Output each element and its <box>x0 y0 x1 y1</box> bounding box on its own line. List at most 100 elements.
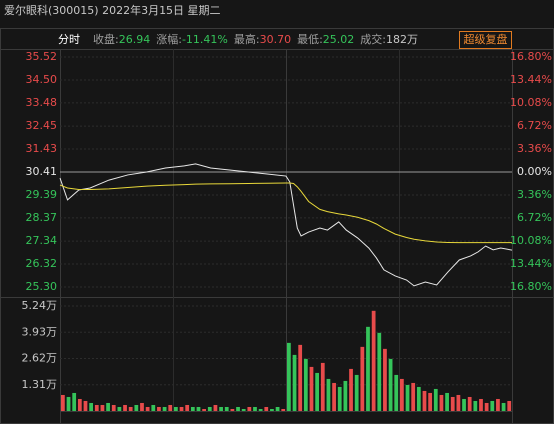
y-tick-label: 25.30 <box>26 280 58 293</box>
volume-bar <box>213 404 218 411</box>
y-tick-label: 3.93万 <box>22 325 58 338</box>
volume-bar <box>111 404 116 411</box>
volume-bar <box>366 326 370 411</box>
volume-bar <box>179 406 184 411</box>
volume-bar <box>320 362 325 411</box>
volume-bar <box>236 406 240 411</box>
volume-bar <box>467 396 472 411</box>
volume-bar <box>117 406 122 411</box>
price-line <box>59 163 513 287</box>
volume-bar <box>270 408 274 411</box>
y-tick-label: 28.37 <box>26 211 58 224</box>
volume-bar <box>484 402 489 411</box>
volume-bar <box>394 374 399 411</box>
volume-bar <box>507 400 512 411</box>
volume-bar <box>298 344 303 411</box>
volume-bar <box>123 404 127 411</box>
volume-bar <box>77 398 82 411</box>
volume-bar <box>287 342 291 411</box>
mode-label: 分时 <box>58 33 80 46</box>
volume-bar <box>422 390 427 411</box>
volume-bar <box>281 408 286 411</box>
volume-bar <box>275 406 280 411</box>
volume-bar <box>479 398 483 411</box>
y-tick-label: 26.32 <box>26 257 58 270</box>
volume-bar <box>405 384 410 411</box>
volume-bar <box>411 382 416 411</box>
volume-bar <box>168 404 173 411</box>
volume-bar <box>258 408 263 411</box>
y2-tick-label: 10.08% <box>510 96 552 109</box>
volume-bar <box>247 406 252 411</box>
y2-tick-label: 13.44% <box>510 73 552 86</box>
stat-label: 成交: <box>360 32 386 46</box>
volume-bar <box>134 404 139 411</box>
volume-bar <box>456 394 461 411</box>
chart-title: 爱尔眼科(300015) 2022年3月15日 星期二 <box>4 3 221 17</box>
y2-tick-label: 16.80% <box>510 280 552 293</box>
y-tick-label: 30.41 <box>26 165 58 178</box>
y-tick-label: 1.31万 <box>22 378 58 391</box>
volume-bar <box>224 406 229 411</box>
stat-value: 25.02 <box>323 33 355 46</box>
y-tick-label: 27.34 <box>26 234 58 247</box>
y-tick-label: 34.50 <box>26 73 58 86</box>
volume-bar <box>292 354 297 411</box>
volume-bar <box>501 402 506 411</box>
volume-bar <box>190 406 195 411</box>
volume-bar <box>416 386 421 411</box>
volume-bar <box>94 404 99 411</box>
volume-bar <box>202 408 207 411</box>
volume-bar <box>473 400 478 411</box>
volume-bar <box>450 396 455 411</box>
stat-label: 涨幅: <box>156 33 182 46</box>
volume-bar <box>349 368 353 411</box>
volume-bar <box>400 378 404 411</box>
replay-button[interactable]: 超级复盘 <box>464 32 508 46</box>
y2-tick-label: 6.72% <box>517 211 552 224</box>
volume-bar <box>377 332 382 411</box>
volume-bar <box>388 358 393 411</box>
volume-bar <box>145 406 150 411</box>
volume-bar <box>253 406 257 411</box>
volume-bar <box>151 404 156 411</box>
volume-bar <box>196 406 201 411</box>
stat-value: 26.94 <box>119 33 151 46</box>
volume-bar <box>185 404 190 411</box>
volume-bar <box>315 372 320 411</box>
stat-label: 最低: <box>297 33 323 46</box>
volume-bar <box>128 406 133 411</box>
volume-bar <box>371 310 376 411</box>
volume-bar <box>83 400 88 411</box>
y-tick-label: 35.52 <box>26 50 58 63</box>
y-tick-label: 31.43 <box>26 142 58 155</box>
y-tick-label: 5.24万 <box>22 299 58 312</box>
volume-bar <box>162 406 167 411</box>
volume-bar <box>337 386 342 411</box>
y2-tick-label: 10.08% <box>510 234 552 247</box>
volume-bar <box>230 408 235 411</box>
y2-tick-label: 16.80% <box>510 50 552 63</box>
volume-bar <box>439 394 444 411</box>
volume-bar <box>326 378 331 411</box>
volume-bar <box>445 392 449 411</box>
volume-bar <box>383 348 387 411</box>
volume-bar <box>219 406 223 411</box>
y2-tick-label: 3.36% <box>517 188 552 201</box>
volume-bar <box>157 406 161 411</box>
volume-bar <box>264 406 269 411</box>
y2-tick-label: 3.36% <box>517 142 552 155</box>
volume-bar <box>428 392 433 411</box>
volume-bar <box>490 400 495 411</box>
button-frame[interactable] <box>459 31 512 49</box>
volume-bar <box>140 402 144 411</box>
volume-bar <box>207 406 212 411</box>
stat-label: 最高: <box>234 32 260 46</box>
volume-bar <box>360 346 365 411</box>
y-tick-label: 32.45 <box>26 119 58 132</box>
volume-bar <box>496 398 500 411</box>
volume-bar <box>309 366 314 411</box>
